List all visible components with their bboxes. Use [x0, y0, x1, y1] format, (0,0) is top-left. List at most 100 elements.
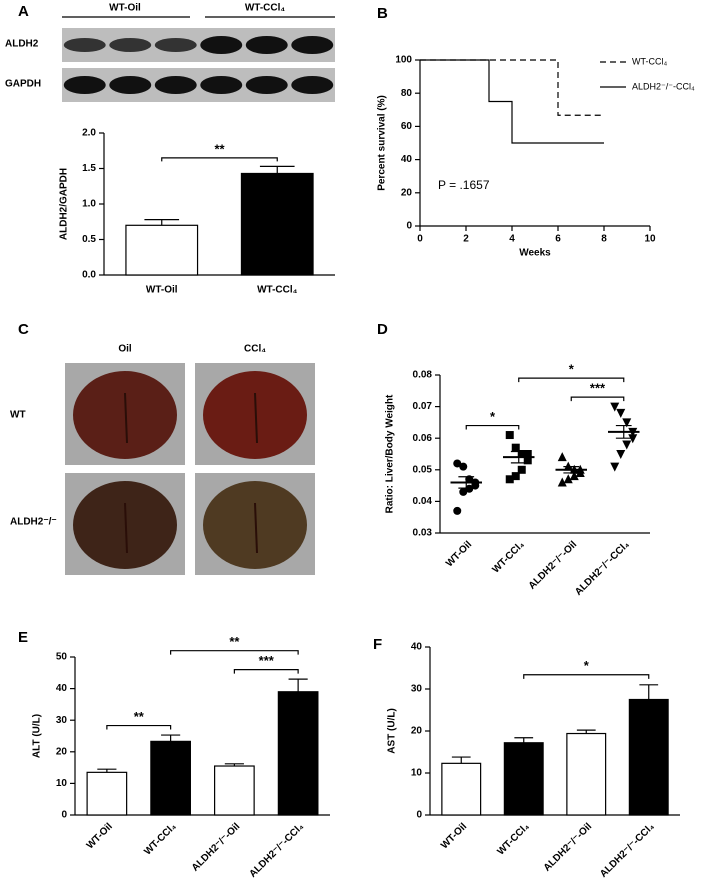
x-tick-label: WT-CCl₄ [490, 539, 526, 575]
y-tick-label: 100 [395, 55, 412, 66]
x-tick-label: 6 [555, 234, 561, 245]
blot-strip [62, 28, 335, 62]
point [628, 434, 638, 444]
x-tick-label: 0 [417, 234, 423, 245]
x-tick-label: WT-Oil [85, 821, 115, 851]
x-tick-label: 10 [644, 234, 656, 245]
bar [240, 172, 314, 276]
column-label: Oil [118, 344, 132, 355]
blot-band [154, 38, 197, 52]
x-tick-label: ALDH2⁻/⁻-Oil [527, 539, 580, 592]
row-label: GAPDH [5, 79, 41, 90]
significance-label: * [584, 658, 590, 673]
liver-fold [124, 392, 128, 444]
blot-band [245, 76, 288, 94]
y-tick-label: 0.08 [413, 370, 433, 381]
bar [503, 742, 544, 816]
y-tick-label: 0 [416, 810, 422, 821]
y-tick-label: 1.0 [82, 199, 96, 210]
significance-bracket [233, 669, 299, 674]
point [459, 462, 468, 471]
y-tick-label: 50 [56, 652, 68, 663]
panel-label: B [377, 5, 388, 22]
x-tick-label: 2 [463, 234, 469, 245]
point [563, 474, 573, 484]
blot-band [109, 38, 152, 52]
point [610, 402, 620, 412]
y-axis-label: Ratio: Liver/Body Weight [385, 394, 396, 513]
legend-label: ALDH2⁻/⁻-CCl₄ [632, 81, 695, 91]
x-tick-label: 4 [509, 234, 515, 245]
y-tick-label: 0.06 [413, 433, 433, 444]
point [505, 475, 514, 484]
significance-label: *** [259, 653, 275, 668]
x-tick-label: ALDH2⁻/⁻-CCl₄ [247, 821, 306, 880]
point [511, 443, 520, 452]
point [517, 450, 526, 458]
x-tick-label: ALDH2⁻/⁻-CCl₄ [598, 821, 657, 880]
y-axis-label: Percent survival (%) [377, 95, 388, 191]
significance-label: ** [134, 709, 145, 724]
y-tick-label: 10 [411, 768, 423, 779]
x-tick-label: WT-CCl₄ [495, 821, 531, 857]
liver-fold [254, 392, 258, 444]
significance-bracket [518, 377, 625, 383]
point [616, 408, 626, 418]
blot-band [245, 36, 288, 54]
bar [214, 765, 255, 816]
blot-strip [62, 68, 335, 102]
group-label: WT-Oil [109, 3, 141, 14]
point [622, 440, 632, 450]
survival-line [420, 59, 604, 144]
panel-label: A [18, 3, 29, 20]
x-axis-label: Weeks [519, 248, 551, 259]
blot-band [200, 76, 243, 94]
significance-label: * [569, 362, 575, 377]
y-tick-label: 40 [401, 154, 413, 165]
y-tick-label: 0.5 [82, 234, 96, 245]
y-tick-label: 0 [406, 221, 412, 232]
bar [150, 740, 191, 816]
panel-label: C [18, 321, 29, 338]
point [453, 506, 462, 515]
x-tick-label: ALDH2⁻/⁻-Oil [542, 821, 595, 874]
y-tick-label: 1.5 [82, 163, 96, 174]
y-tick-label: 60 [401, 121, 413, 132]
point [610, 462, 620, 472]
panel-label: E [18, 629, 28, 646]
y-tick-label: 80 [401, 88, 413, 99]
y-tick-label: 0.05 [413, 464, 433, 475]
y-tick-label: 40 [411, 642, 423, 653]
bar [86, 771, 128, 816]
significance-bracket [106, 724, 172, 730]
blot-band [63, 38, 106, 52]
point [523, 450, 532, 458]
significance-bracket [570, 396, 625, 402]
row-label: ALDH2 [5, 39, 39, 50]
panel-label: D [377, 321, 388, 338]
point [557, 452, 567, 462]
point [453, 459, 462, 468]
legend-label: WT-CCl₄ [632, 56, 667, 66]
survival-line [420, 59, 604, 116]
y-tick-label: 2.0 [82, 128, 96, 139]
bar [566, 732, 607, 816]
liver-fold [254, 502, 258, 554]
y-tick-label: 20 [401, 187, 413, 198]
bar [441, 762, 482, 816]
y-tick-label: 0 [61, 810, 67, 821]
bar [125, 224, 199, 276]
significance-label: ** [214, 141, 225, 156]
significance-bracket [465, 424, 520, 430]
liver-fold [124, 502, 128, 554]
significance-bracket [523, 674, 650, 679]
bar [277, 691, 319, 816]
x-tick-label: WT-CCl₄ [257, 285, 298, 296]
blot-band [291, 76, 334, 94]
group-label: WT-CCl₄ [245, 3, 286, 14]
significance-bracket [161, 157, 278, 162]
point [523, 456, 532, 465]
bar [628, 698, 669, 816]
point [511, 472, 520, 481]
